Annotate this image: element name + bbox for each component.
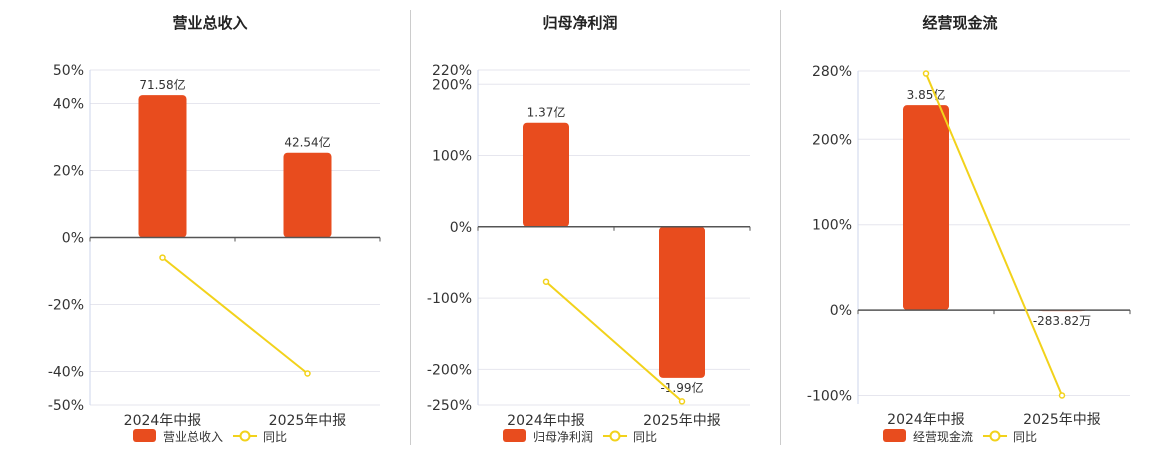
- bar: [903, 105, 949, 311]
- legend-bar-swatch: [133, 429, 156, 442]
- legend-bar-label: 经营现金流: [913, 429, 973, 444]
- x-tick-label: 2024年中报: [124, 413, 202, 429]
- chart-title: 归母净利润: [542, 14, 617, 32]
- legend-bar-label: 归母净利润: [533, 430, 593, 444]
- yoy-line: [545, 280, 683, 403]
- bar: [138, 95, 187, 238]
- yoy-point: [1058, 392, 1066, 399]
- x-tick-label: 2025年中报: [269, 413, 347, 429]
- x-tick-label: 2025年中报: [643, 413, 721, 429]
- legend-line-label: 同比: [263, 430, 287, 444]
- legend-line-marker: [989, 430, 1001, 442]
- y-tick-label: 20%: [53, 164, 84, 180]
- y-tick-label: -100%: [427, 291, 472, 307]
- yoy-point: [304, 370, 311, 377]
- y-tick-label: 40%: [53, 97, 84, 113]
- y-tick-label: -20%: [48, 298, 84, 314]
- y-tick-label: -200%: [427, 362, 472, 378]
- y-tick-label: 0%: [450, 220, 472, 236]
- yoy-line: [161, 256, 309, 375]
- yoy-point: [542, 278, 550, 285]
- x-tick-label: 2024年中报: [887, 412, 965, 428]
- chart-title: 营业总收入: [172, 14, 247, 32]
- y-tick-label: 100%: [432, 149, 472, 165]
- yoy-point: [159, 254, 166, 261]
- y-tick-label: 200%: [432, 77, 472, 93]
- legend-line-marker: [609, 430, 621, 442]
- y-tick-label: -40%: [48, 365, 84, 381]
- yoy-point: [922, 70, 930, 77]
- y-tick-label: -100%: [807, 388, 852, 404]
- y-tick-label: -50%: [48, 398, 84, 414]
- bar: [659, 226, 705, 378]
- bar-data-label: 42.54亿: [284, 135, 330, 150]
- bar-data-label: 71.58亿: [139, 77, 185, 92]
- legend-bar-label: 营业总收入: [163, 430, 223, 444]
- y-tick-label: -250%: [427, 398, 472, 414]
- yoy-point: [678, 398, 686, 405]
- legend-bar-swatch: [503, 429, 526, 442]
- y-tick-label: 0%: [62, 231, 84, 247]
- y-tick-label: 100%: [812, 218, 852, 234]
- x-tick-label: 2024年中报: [507, 413, 585, 429]
- y-tick-label: 50%: [53, 63, 84, 79]
- chart-title: 经营现金流: [922, 14, 997, 32]
- y-tick-label: 0%: [830, 303, 852, 319]
- bar: [523, 122, 569, 227]
- legend-line-label: 同比: [1013, 430, 1037, 444]
- bar-data-label: 3.85亿: [907, 87, 946, 102]
- y-tick-label: 200%: [812, 132, 852, 148]
- bar-data-label: 1.37亿: [527, 105, 566, 120]
- bar-data-label: -283.82万: [1033, 314, 1091, 328]
- y-tick-label: 280%: [812, 64, 852, 80]
- x-tick-label: 2025年中报: [1023, 412, 1101, 428]
- legend-line-label: 同比: [633, 430, 657, 444]
- y-tick-label: 220%: [432, 63, 472, 79]
- legend-bar-swatch: [883, 429, 906, 442]
- bar: [283, 152, 332, 238]
- yoy-line: [925, 73, 1063, 396]
- legend-line-marker: [239, 430, 251, 442]
